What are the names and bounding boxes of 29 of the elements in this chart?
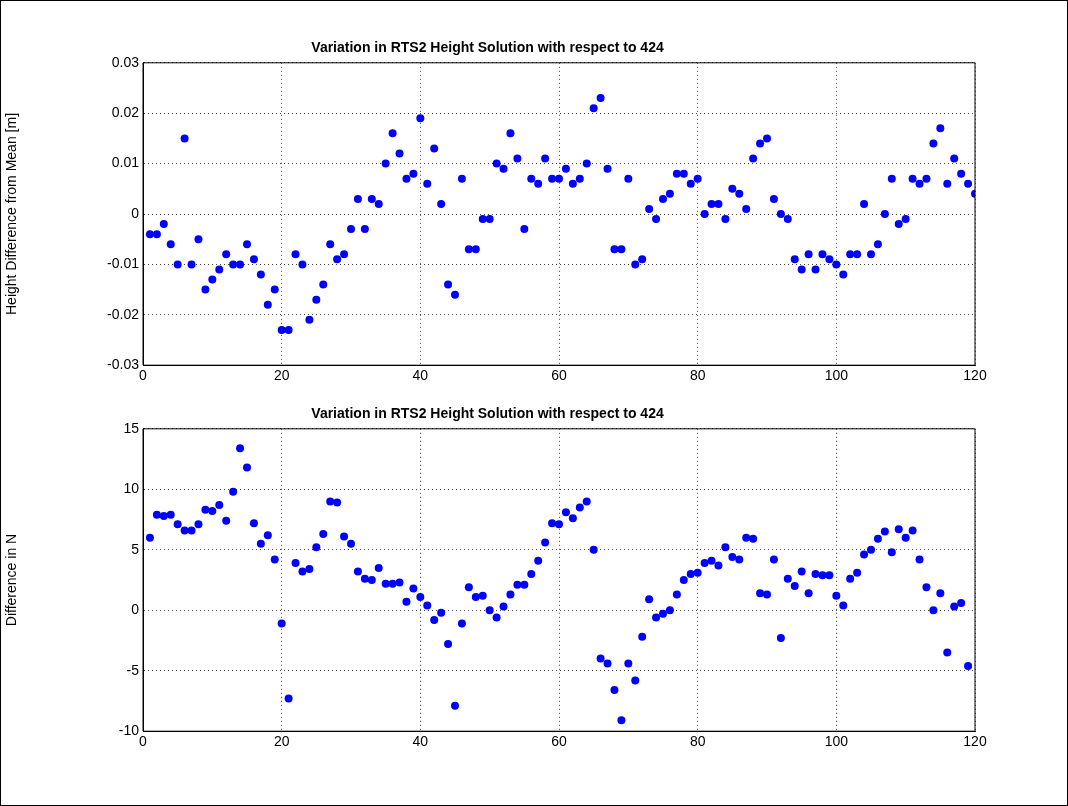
y-tick-label: 15 xyxy=(123,419,140,436)
y-tick-label: 5 xyxy=(131,540,140,557)
y-tick-label: 0.03 xyxy=(111,53,140,70)
x-tick-label: 100 xyxy=(824,367,849,384)
x-tick-label: 80 xyxy=(689,367,706,384)
y-tick-label: -0.02 xyxy=(107,305,140,322)
y-tick-label: 0 xyxy=(131,601,140,618)
chart-title: Variation in RTS2 Height Solution with respect to 424 xyxy=(311,39,664,56)
x-tick-label: 120 xyxy=(963,733,987,750)
y-tick-label: 0.02 xyxy=(111,104,140,121)
y-tick-label: -0.01 xyxy=(107,255,140,272)
x-tick-label: 40 xyxy=(412,733,429,750)
y-tick-label: -10 xyxy=(118,722,140,739)
x-tick-label: 80 xyxy=(689,733,706,750)
y-tick-label: -0.03 xyxy=(107,356,140,373)
y-tick-label: 0 xyxy=(131,204,140,221)
y-tick-label: 0.01 xyxy=(111,154,140,171)
chart-title: Variation in RTS2 Height Solution with respect to 424 xyxy=(311,405,664,422)
x-tick-label: 120 xyxy=(963,367,987,384)
y-axis-title: Height Difference from Mean [m] xyxy=(3,112,20,316)
x-tick-label: 100 xyxy=(824,733,849,750)
x-tick-label: 20 xyxy=(273,367,290,384)
y-tick-label: 10 xyxy=(123,480,140,497)
x-tick-label: 60 xyxy=(551,733,567,750)
x-tick-label: 40 xyxy=(412,367,429,384)
x-tick-label: 60 xyxy=(551,367,567,384)
y-axis-title: Difference in N xyxy=(3,533,20,627)
x-tick-label: 20 xyxy=(273,733,290,750)
y-tick-label: -5 xyxy=(126,661,140,678)
